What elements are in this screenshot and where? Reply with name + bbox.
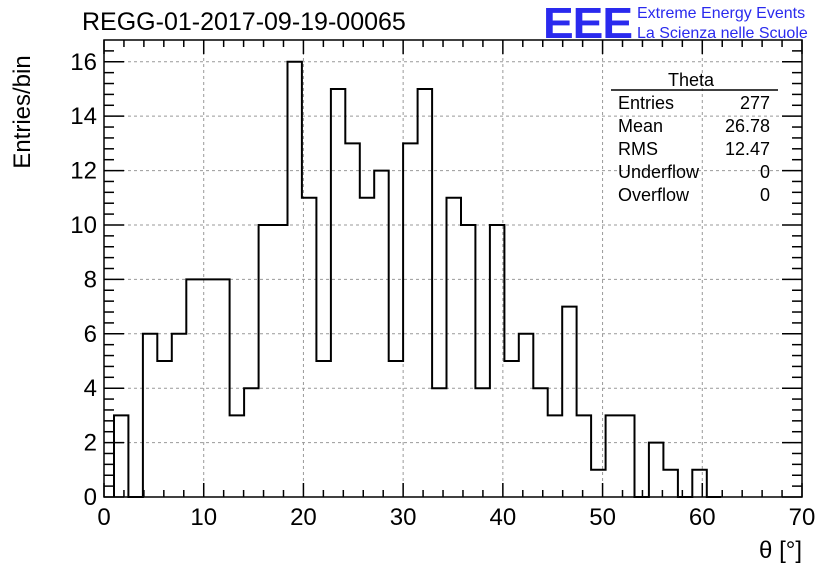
x-tick-label: 0 bbox=[97, 504, 110, 531]
eee-logo: EEE bbox=[543, 0, 633, 48]
y-tick-label: 0 bbox=[84, 484, 97, 511]
y-tick-label: 2 bbox=[84, 430, 97, 457]
y-tick-label: 10 bbox=[70, 212, 97, 239]
plot-frame bbox=[103, 39, 803, 498]
x-tick-label: 30 bbox=[390, 504, 417, 531]
stats-label-underflow: Underflow bbox=[618, 162, 700, 182]
grid-lines bbox=[104, 40, 802, 497]
x-tick-label: 40 bbox=[490, 504, 517, 531]
stats-value-entries: 277 bbox=[739, 93, 770, 113]
x-tick-label: 50 bbox=[589, 504, 616, 531]
x-tick-label: 60 bbox=[689, 504, 716, 531]
logo-caption-line-2: La Scienza nelle Scuole bbox=[637, 25, 808, 42]
y-tick-label: 14 bbox=[70, 103, 97, 130]
histogram-outline bbox=[113, 60, 722, 498]
stats-label-entries: Entries bbox=[618, 93, 675, 113]
y-tick-label: 16 bbox=[70, 49, 97, 76]
x-axis-label: θ [°] bbox=[759, 537, 802, 564]
stats-label-rms: RMS bbox=[618, 139, 658, 159]
axis-ticks bbox=[103, 40, 803, 498]
stats-value-mean: 26.78 bbox=[724, 116, 770, 136]
x-tick-label: 70 bbox=[789, 504, 816, 531]
stats-label-mean: Mean bbox=[618, 116, 664, 136]
stats-value-overflow: 0 bbox=[759, 185, 770, 205]
stats-value-underflow: 0 bbox=[759, 162, 770, 182]
x-tick-label: 10 bbox=[190, 504, 217, 531]
chart-title: REGG-01-2017-09-19-00065 bbox=[82, 8, 406, 36]
stats-label-overflow: Overflow bbox=[618, 185, 690, 205]
stats-box-title: Theta bbox=[668, 70, 715, 90]
x-tick-label: 20 bbox=[290, 504, 317, 531]
y-tick-label: 4 bbox=[84, 375, 97, 402]
axis-tick-labels: 0 10 20 30 40 50 60 70 0 2 4 6 8 10 12 14 16 bbox=[70, 49, 815, 531]
y-axis-label: Entries/bin bbox=[9, 55, 36, 168]
stats-value-rms: 12.47 bbox=[724, 139, 770, 159]
y-tick-label: 8 bbox=[84, 266, 97, 293]
logo-caption-line-1: Extreme Energy Events bbox=[637, 5, 806, 22]
y-tick-label: 6 bbox=[84, 321, 97, 348]
y-tick-label: 12 bbox=[70, 158, 97, 185]
